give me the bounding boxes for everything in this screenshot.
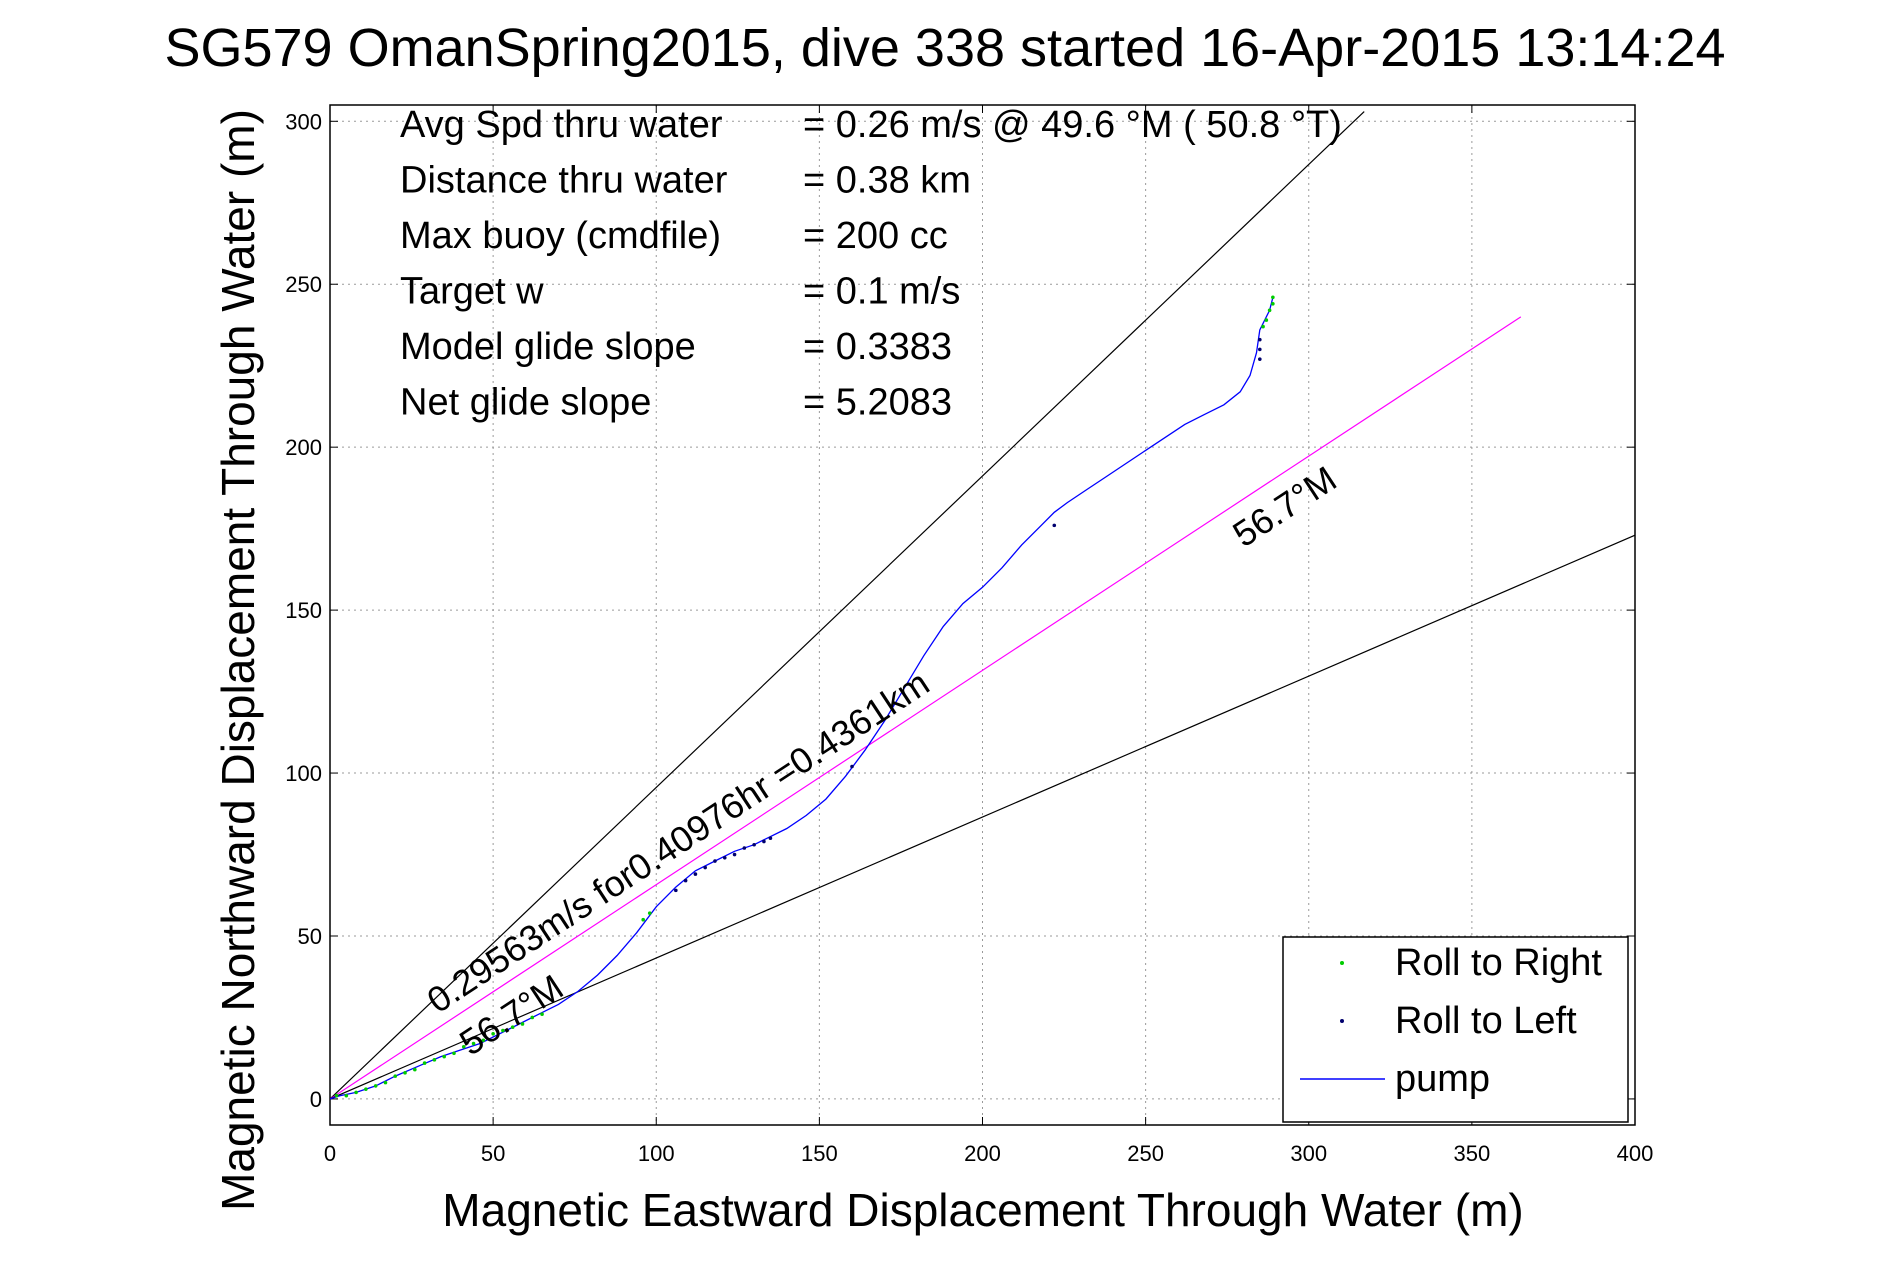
data-point-roll-to-right [413,1067,417,1072]
reference-lines [330,111,1635,1100]
series-layer [330,295,1275,1100]
data-point-roll-to-left [713,859,717,863]
data-point-roll-to-right [344,1093,349,1098]
data-point-roll-to-right [471,1041,476,1046]
info-line-label: Distance thru water [400,160,728,202]
data-point-roll-to-right [1271,295,1275,300]
x-tick-label: 150 [801,1141,838,1166]
grid [329,105,1636,1125]
axis-ticks: 0 50 100 150 200 250 300 350 400 0 50 100 150 200 250 3… [285,105,1653,1166]
data-point-roll-to-right [373,1084,378,1088]
reference-line-upper-bound [330,111,1365,1100]
y-tick-label: 50 [298,924,322,949]
data-point-roll-to-left [762,839,766,844]
data-point-roll-to-right [1261,324,1265,329]
data-point-roll-to-left [1258,347,1262,352]
legend-label: Roll to Right [1395,942,1602,984]
legend-box [1282,936,1629,1123]
data-point-roll-to-right [442,1054,446,1059]
data-point-roll-to-left [1258,337,1262,342]
data-point-roll-to-right [491,1031,495,1036]
data-point-roll-to-left [674,888,678,893]
data-point-roll-to-right [1271,301,1275,306]
y-tick-label: 300 [285,109,322,134]
data-point-roll-to-right [540,1012,544,1017]
data-point-roll-to-left [742,846,747,850]
x-tick-label: 300 [1290,1141,1327,1166]
data-point-roll-to-right [422,1061,427,1065]
info-line-value: = 0.26 m/s @ 49.6 °M ( 50.8 °T) [803,104,1342,146]
data-point-roll-to-right [383,1080,388,1085]
info-line-label: Net glide slope [400,382,651,424]
y-tick-label: 0 [310,1087,322,1112]
legend: Roll to Right Roll to Left pump [1282,936,1629,1123]
info-line-label: Max buoy (cmdfile) [400,215,721,257]
data-point-roll-to-right [647,911,652,915]
x-tick-label: 400 [1617,1141,1654,1166]
data-point-roll-to-right [501,1028,505,1033]
data-point-roll-to-left [703,865,707,870]
info-line-value: = 0.38 km [803,160,971,202]
chart-title: SG579 OmanSpring2015, dive 338 started 1… [164,18,1725,78]
data-point-roll-to-right [510,1025,515,1030]
data-point-roll-to-left [850,764,854,769]
x-axis-label: Magnetic Eastward Displacement Through W… [442,1184,1523,1236]
info-line-value: = 5.2083 [803,382,952,424]
info-line-label: Model glide slope [400,326,696,368]
y-tick-label: 100 [285,761,322,786]
data-point-roll-to-right [403,1071,407,1075]
legend-label: pump [1395,1058,1490,1100]
reference-line-lower-bound [330,534,1635,1100]
data-point-roll-to-left [693,872,698,876]
data-point-roll-to-right [452,1051,456,1056]
data-point-roll-to-right [461,1044,466,1049]
data-point-roll-to-right [364,1087,368,1091]
x-tick-label: 200 [964,1141,1001,1166]
info-line-label: Target w [400,271,544,313]
data-point-roll-to-right [530,1015,535,1020]
reference-line-heading [330,316,1522,1100]
data-point-roll-to-left [683,878,688,883]
x-tick-label: 50 [481,1141,505,1166]
data-point-roll-to-right [520,1022,525,1026]
data-point-roll-to-right [354,1090,358,1095]
info-box: Avg Spd thru water = 0.26 m/s @ 49.6 °M (… [400,104,1342,424]
info-line-value: = 200 cc [803,215,948,257]
y-tick-label: 250 [285,272,322,297]
x-tick-label: 100 [638,1141,675,1166]
data-point-roll-to-left [1052,523,1057,528]
legend-swatch-marker [1340,961,1344,965]
data-point-roll-to-right [1264,318,1269,322]
info-line-value: = 0.1 m/s [803,271,960,313]
data-point-roll-to-left [1258,357,1262,361]
data-point-roll-to-left [768,836,773,841]
data-point-roll-to-right [481,1038,486,1043]
y-axis-label: Magnetic Northward Displacement Through … [212,109,264,1211]
data-point-roll-to-left [752,842,756,847]
data-point-roll-to-right [432,1058,437,1062]
info-line-label: Avg Spd thru water [400,104,723,146]
legend-label: Roll to Left [1395,1000,1577,1042]
data-point-roll-to-right [334,1093,339,1098]
y-tick-label: 200 [285,435,322,460]
data-point-roll-to-right [1267,308,1272,313]
series-line-pump [330,297,1274,1100]
data-point-roll-to-right [393,1074,398,1078]
legend-swatch-marker [1340,1019,1344,1023]
y-tick-label: 150 [285,598,322,623]
data-point-roll-to-right [641,917,645,922]
x-tick-label: 350 [1454,1141,1491,1166]
data-point-roll-to-left [732,852,737,857]
data-point-roll-to-left [722,855,727,860]
x-tick-label: 250 [1127,1141,1164,1166]
info-line-value: = 0.3383 [803,326,952,368]
x-tick-label: 0 [324,1141,336,1166]
